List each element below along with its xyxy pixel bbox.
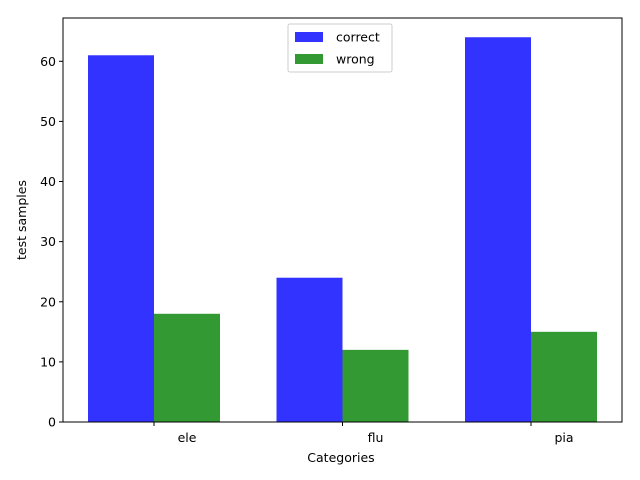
y-tick-label: 10 (40, 354, 56, 369)
plot-area: 0 10 20 30 40 50 60 ele flu pia (40, 17, 623, 445)
legend-label-correct: correct (336, 30, 380, 45)
y-tick-label: 20 (40, 294, 56, 309)
bar-wrong-flu (342, 349, 409, 422)
bar-correct-pia (465, 37, 531, 422)
legend-label-wrong: wrong (336, 52, 375, 67)
y-tick-label: 40 (40, 174, 56, 189)
x-tick-label: ele (178, 430, 197, 445)
x-tick-label: flu (368, 430, 384, 445)
x-axis-label: Categories (307, 450, 374, 465)
legend: correct wrong (287, 23, 393, 73)
y-tick-label: 0 (48, 415, 56, 430)
y-tick-label: 60 (40, 54, 56, 69)
x-tick-label: pia (554, 430, 573, 445)
bar-wrong-pia (531, 331, 597, 422)
y-tick-label: 30 (40, 234, 56, 249)
legend-swatch-correct (295, 32, 323, 42)
bar-wrong-ele (154, 313, 220, 422)
y-axis-label: test samples (14, 180, 29, 260)
bar-correct-ele (88, 55, 154, 423)
legend-swatch-wrong (295, 54, 323, 64)
y-tick-label: 50 (40, 114, 56, 129)
bar-correct-flu (276, 277, 343, 422)
